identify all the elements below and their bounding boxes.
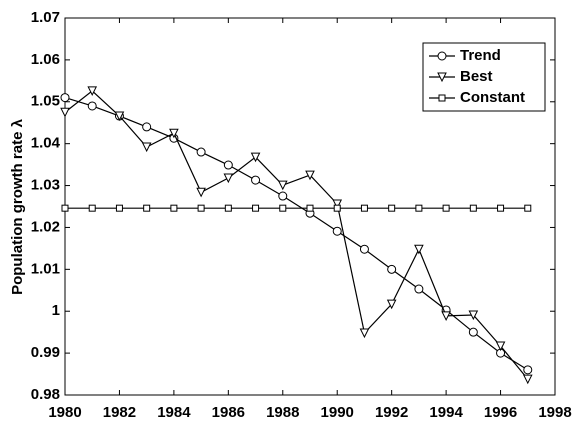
marker [524,204,532,212]
marker [169,128,179,139]
marker [60,93,70,103]
y-tick-label: 1.01 [31,260,60,277]
marker [469,204,477,212]
marker [359,244,369,254]
y-tick-label: 0.98 [31,386,60,403]
y-tick-label: 1.03 [31,177,60,194]
marker [360,204,368,212]
legend-marker [437,72,447,83]
marker [522,374,533,385]
x-tick-label: 1994 [429,404,463,421]
marker [277,180,288,191]
marker [141,142,152,153]
y-tick-label: 0.99 [31,344,60,361]
marker [468,310,479,321]
marker [387,264,397,274]
y-tick-label: 1.05 [31,93,60,110]
marker [386,299,397,310]
marker [223,173,234,184]
marker [278,191,288,201]
marker [142,122,152,132]
marker [115,204,123,212]
x-tick-label: 1998 [538,404,571,421]
y-tick-label: 1.04 [31,135,61,152]
marker [196,187,206,198]
x-tick-label: 1982 [103,404,136,421]
marker [143,204,151,212]
marker [279,204,287,212]
marker [88,204,96,212]
marker [197,204,205,212]
marker [359,328,370,339]
marker [250,152,261,163]
marker [306,204,314,212]
marker [60,107,70,118]
marker [441,311,451,321]
x-tick-label: 1980 [48,404,81,421]
x-tick-label: 1984 [157,404,191,421]
marker [196,147,206,157]
marker [332,199,343,210]
marker [61,204,69,212]
x-tick-label: 1992 [375,404,408,421]
legend-label: Constant [460,89,525,106]
x-tick-label: 1990 [321,404,354,421]
marker [414,284,424,294]
marker [495,341,506,352]
series-line [64,90,529,380]
legend-label: Trend [460,47,501,64]
marker [170,204,178,212]
marker [333,204,341,212]
marker [224,204,232,212]
marker [87,86,98,97]
y-axis-label: Population growth rate λ [9,118,26,294]
legend-marker [438,94,446,102]
marker [305,170,315,181]
y-tick-label: 1.06 [31,51,60,68]
x-tick-label: 1986 [212,404,245,421]
marker [388,204,396,212]
marker [468,327,478,337]
y-tick-label: 1 [52,302,60,319]
marker [223,160,233,170]
marker [114,111,125,122]
x-tick-label: 1996 [484,404,517,421]
marker [442,204,450,212]
y-tick-label: 1.07 [31,9,60,26]
legend-marker [437,51,447,61]
marker [87,101,97,111]
marker [251,175,261,185]
marker [415,204,423,212]
series-line [64,97,529,371]
y-tick-label: 1.02 [31,218,60,235]
marker [252,204,260,212]
marker [414,244,424,255]
legend-label: Best [460,68,493,85]
marker [497,204,505,212]
marker [332,226,342,236]
marker [523,365,533,375]
x-tick-label: 1988 [266,404,299,421]
